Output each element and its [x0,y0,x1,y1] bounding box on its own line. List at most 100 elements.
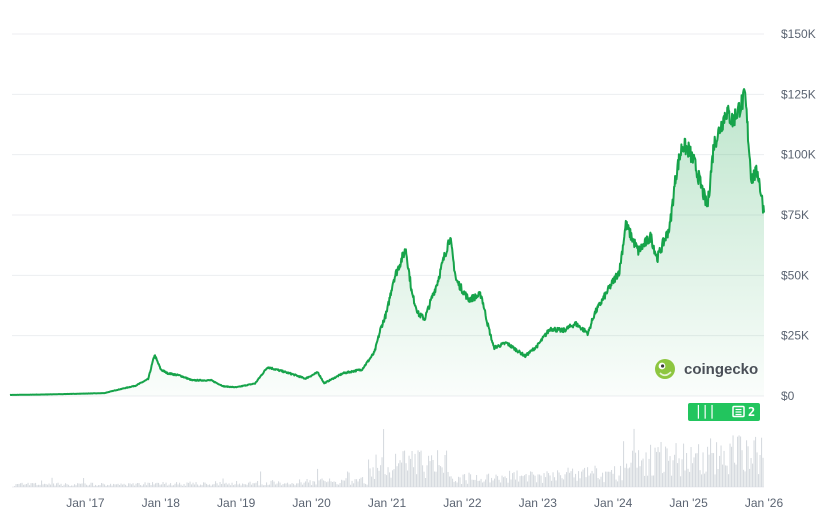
x-tick-label: Jan '18 [142,496,181,510]
volume-bar [413,467,415,487]
volume-bar [48,483,50,487]
volume-bar [434,471,436,487]
volume-bar [623,441,625,487]
volume-bar [377,467,379,487]
volume-bar [23,484,25,487]
volume-bar [636,467,638,487]
volume-bar [560,475,562,487]
volume-bar [659,452,661,487]
volume-bar [707,446,709,487]
volume-bar [456,482,458,487]
volume-bar [690,447,692,487]
volume-bar [509,470,511,487]
volume-bar [393,469,395,487]
volume-bar [566,472,568,487]
volume-bar [234,484,236,487]
volume-bar [447,472,449,487]
volume-bar [228,483,230,487]
volume-bar [405,463,407,487]
volume-bar [632,450,634,487]
volume-bar [465,480,467,487]
coingecko-watermark: coingecko [655,359,758,379]
volume-bar [254,483,256,487]
volume-bar [398,463,400,487]
volume-bar [336,484,338,487]
volume-bar [563,479,565,487]
volume-bar [510,479,512,487]
volume-bar [105,485,107,487]
volume-bar [483,481,485,487]
news-badge[interactable]: ⏐⏐⏐ 2 [688,403,760,421]
volume-bar [222,478,224,487]
volume-bar [477,480,479,487]
x-tick-label: Jan '21 [368,496,407,510]
volume-bar [242,483,244,487]
volume-bar [71,485,73,487]
volume-bar [536,482,538,487]
volume-bar [486,474,488,487]
volume-bar [521,475,523,487]
volume-bar [20,483,22,487]
y-tick-label: $100K [781,148,816,162]
volume-bar [701,474,703,487]
volume-bar [533,474,535,487]
newspaper-icon [732,405,745,418]
volume-bar [47,484,49,487]
x-tick-label: Jan '25 [669,496,708,510]
volume-bar [269,484,271,487]
volume-bar [453,481,455,487]
volume-bar [321,478,323,487]
volume-bar [288,484,290,487]
volume-bar [252,483,254,487]
volume-bar [369,468,371,487]
volume-bar [363,483,365,487]
volume-bar [615,479,617,487]
volume-bar [360,477,362,487]
volume-bar [548,473,550,487]
x-tick-label: Jan '26 [745,496,784,510]
volume-bar [618,475,620,487]
volume-bar [51,477,53,487]
volume-bar [284,483,286,487]
volume-bar [650,444,652,487]
volume-bar [155,483,157,487]
volume-bar [194,484,196,487]
volume-bar [260,471,262,487]
volume-bar [77,483,79,487]
volume-bar [134,485,136,487]
volume-bar [357,481,359,487]
volume-bar [209,484,211,487]
volume-bar [402,451,404,487]
volume-bar [92,482,94,487]
volume-bar [428,455,430,487]
volume-bar [150,485,152,487]
volume-bar [386,475,388,487]
volume-bar [740,436,742,487]
volume-bar [186,482,188,487]
volume-bar [746,440,748,487]
volume-bar [98,485,100,487]
volume-bar [329,478,331,487]
volume-bar [662,473,664,487]
volume-bar [729,443,731,487]
volume-bar [537,474,539,487]
volume-bar [257,481,259,487]
volume-bar [368,459,370,487]
volume-bar [410,458,412,487]
volume-bar [552,472,554,487]
volume-bar [401,462,403,487]
y-tick-label: $125K [781,87,816,101]
watermark-text: coingecko [684,361,758,378]
volume-bar [470,474,472,487]
volume-bar [404,450,406,487]
volume-bar [716,442,718,487]
volume-bar [33,483,35,487]
volume-bar [50,484,52,487]
volume-bar [614,466,616,487]
volume-bar [569,472,571,487]
volume-bar [116,484,118,487]
volume-bar [197,484,199,487]
volume-bar [38,484,40,487]
volume-bar [474,479,476,487]
volume-bar [381,457,383,487]
